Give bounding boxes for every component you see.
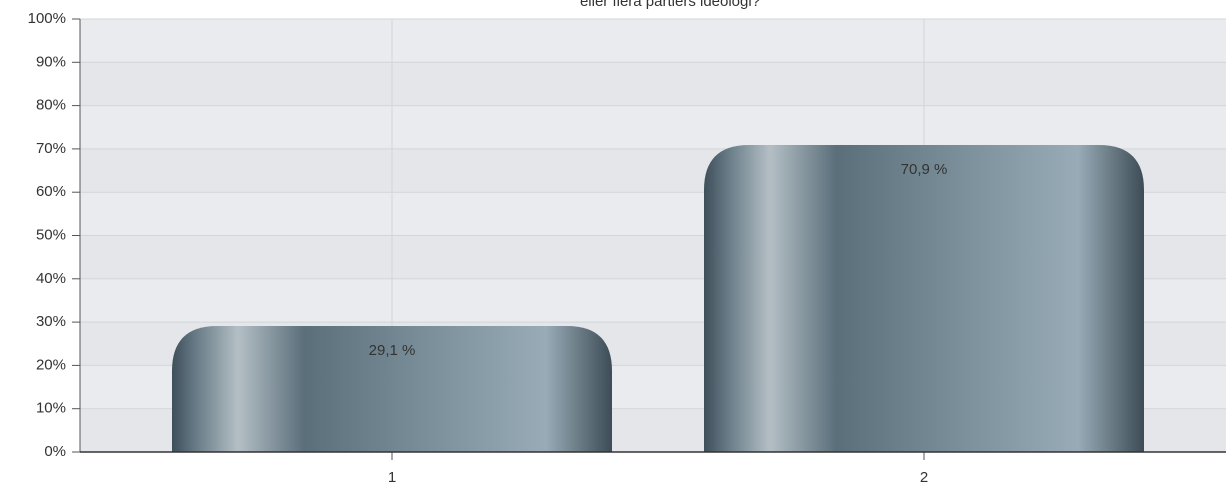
y-tick-label: 40% xyxy=(36,270,66,287)
chart-title: eller flera partiers ideologi? xyxy=(580,0,760,10)
y-tick-label: 50% xyxy=(36,226,66,243)
y-tick-label: 90% xyxy=(36,53,66,70)
y-tick-label: 60% xyxy=(36,183,66,200)
bar xyxy=(172,325,612,452)
plot-band xyxy=(80,62,1226,106)
x-tick-label: 2 xyxy=(920,469,928,486)
y-tick-label: 80% xyxy=(36,97,66,114)
bar xyxy=(704,145,1144,453)
x-tick-label: 1 xyxy=(388,469,396,486)
y-tick-label: 100% xyxy=(28,10,66,27)
data-label: 70,9 % xyxy=(901,161,948,178)
y-tick-label: 30% xyxy=(36,313,66,330)
y-tick-label: 70% xyxy=(36,140,66,157)
data-label: 29,1 % xyxy=(369,342,416,359)
y-tick-label: 10% xyxy=(36,400,66,417)
y-tick-label: 0% xyxy=(44,443,66,460)
y-tick-label: 20% xyxy=(36,356,66,373)
